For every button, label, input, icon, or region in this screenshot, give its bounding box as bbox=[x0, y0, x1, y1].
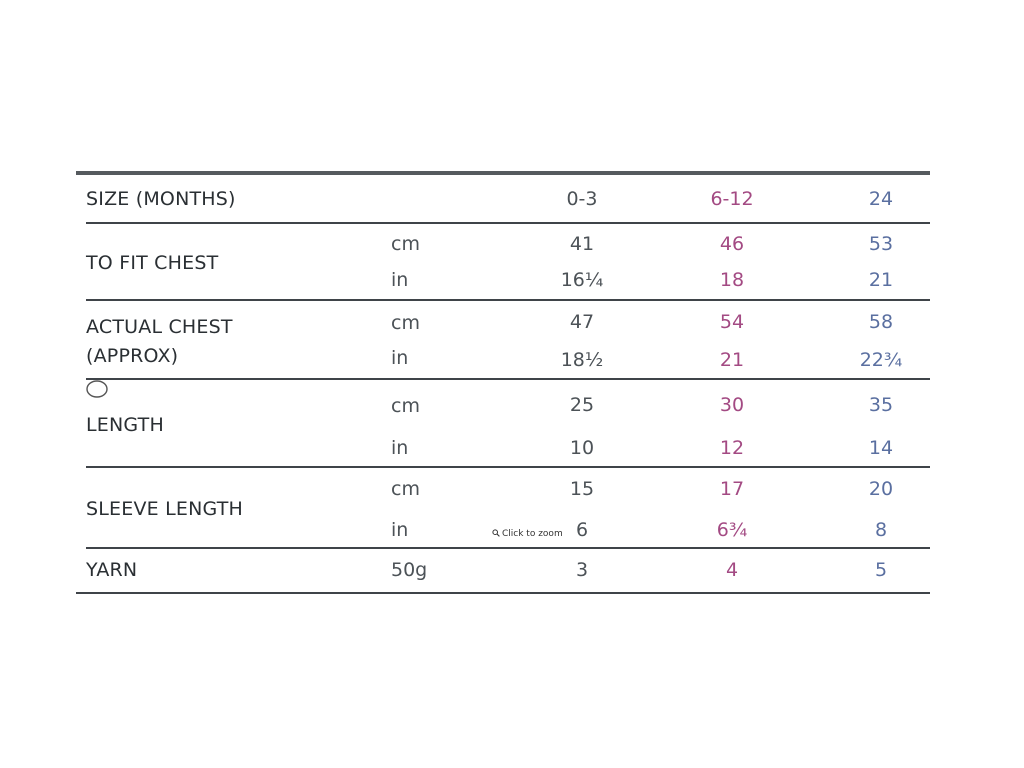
cell-value: 6 bbox=[575, 519, 589, 541]
table-top-border bbox=[76, 171, 930, 175]
cell-value: 15 bbox=[569, 478, 595, 500]
cell-value: 10 bbox=[569, 437, 595, 459]
table-bottom-border bbox=[76, 592, 930, 594]
row-divider bbox=[86, 222, 930, 224]
cell-value: 21 bbox=[719, 349, 745, 371]
unit-in: in bbox=[391, 269, 409, 291]
cell-value: 18½ bbox=[560, 349, 604, 371]
cell-value: 41 bbox=[569, 233, 595, 255]
unit-in: in bbox=[391, 519, 409, 541]
cell-value: 46 bbox=[719, 233, 745, 255]
click-to-zoom-label: Click to zoom bbox=[502, 529, 563, 539]
circle-toggle-icon[interactable] bbox=[85, 379, 109, 399]
unit-50g: 50g bbox=[391, 559, 428, 581]
cell-value: 25 bbox=[569, 394, 595, 416]
unit-cm: cm bbox=[391, 233, 420, 255]
row-divider bbox=[86, 466, 930, 468]
unit-cm: cm bbox=[391, 478, 420, 500]
cell-value: 47 bbox=[569, 311, 595, 333]
size-header-3: 24 bbox=[868, 188, 894, 210]
cell-value: 6¾ bbox=[716, 519, 748, 541]
cell-value: 54 bbox=[719, 311, 745, 333]
cropped-header-text bbox=[762, 162, 912, 174]
cell-value: 20 bbox=[868, 478, 894, 500]
row-label-approx: (APPROX) bbox=[86, 345, 179, 367]
row-divider bbox=[86, 378, 930, 380]
cell-value: 22¾ bbox=[859, 349, 903, 371]
cell-value: 18 bbox=[719, 269, 745, 291]
row-divider bbox=[86, 547, 930, 549]
row-label-actual-chest: ACTUAL CHEST bbox=[86, 316, 233, 338]
unit-in: in bbox=[391, 437, 409, 459]
row-divider bbox=[86, 299, 930, 301]
cell-value: 16¼ bbox=[560, 269, 604, 291]
unit-in: in bbox=[391, 347, 409, 369]
cell-value: 14 bbox=[868, 437, 894, 459]
unit-cm: cm bbox=[391, 312, 420, 334]
cell-value: 3 bbox=[575, 559, 589, 581]
row-label-length: LENGTH bbox=[86, 414, 164, 436]
size-header-2: 6-12 bbox=[710, 188, 754, 210]
size-header-1: 0-3 bbox=[566, 188, 598, 210]
cell-value: 17 bbox=[719, 478, 745, 500]
cell-value: 8 bbox=[874, 519, 888, 541]
zoom-icon bbox=[492, 529, 500, 537]
cell-value: 30 bbox=[719, 394, 745, 416]
cell-value: 12 bbox=[719, 437, 745, 459]
cell-value: 58 bbox=[868, 311, 894, 333]
row-label-to-fit-chest: TO FIT CHEST bbox=[86, 252, 219, 274]
cell-value: 35 bbox=[868, 394, 894, 416]
cell-value: 21 bbox=[868, 269, 894, 291]
cell-value: 5 bbox=[874, 559, 888, 581]
header-label: SIZE (MONTHS) bbox=[86, 188, 236, 210]
unit-cm: cm bbox=[391, 395, 420, 417]
row-label-yarn: YARN bbox=[86, 559, 138, 581]
cell-value: 4 bbox=[725, 559, 739, 581]
cell-value: 53 bbox=[868, 233, 894, 255]
row-label-sleeve-length: SLEEVE LENGTH bbox=[86, 498, 244, 520]
click-to-zoom-button[interactable]: Click to zoom bbox=[492, 528, 563, 540]
